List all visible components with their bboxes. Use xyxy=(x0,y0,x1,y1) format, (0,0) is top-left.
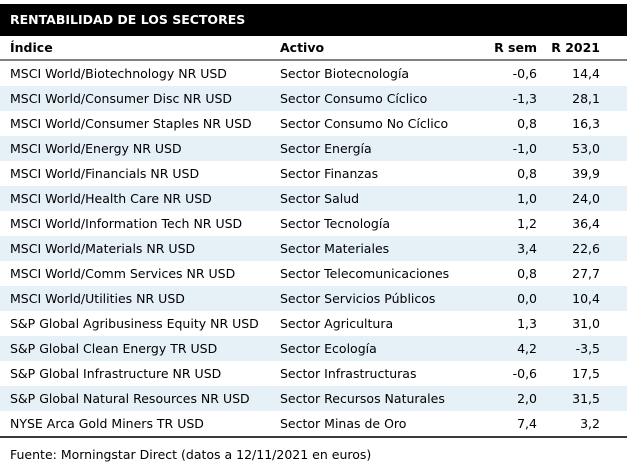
cell-indice: MSCI World/Consumer Staples NR USD xyxy=(10,116,252,131)
cell-r-sem: 1,0 xyxy=(517,191,537,206)
sector-returns-table: RENTABILIDAD DE LOS SECTORES Índice Acti… xyxy=(0,4,627,476)
cell-r-2021: -3,5 xyxy=(575,341,600,356)
table-row: MSCI World/Consumer Disc NR USD Sector C… xyxy=(0,86,627,111)
cell-indice: MSCI World/Health Care NR USD xyxy=(10,191,212,206)
table-row: MSCI World/Energy NR USD Sector Energía … xyxy=(0,136,627,161)
table-row: MSCI World/Comm Services NR USD Sector T… xyxy=(0,261,627,286)
cell-r-2021: 31,0 xyxy=(572,316,600,331)
cell-r-sem: 0,8 xyxy=(517,166,537,181)
table-row: MSCI World/Information Tech NR USD Secto… xyxy=(0,211,627,236)
cell-r-2021: 22,6 xyxy=(572,241,600,256)
cell-indice: MSCI World/Utilities NR USD xyxy=(10,291,185,306)
cell-r-sem: -0,6 xyxy=(512,366,537,381)
page-title: RENTABILIDAD DE LOS SECTORES xyxy=(0,4,627,36)
table-row: MSCI World/Biotechnology NR USD Sector B… xyxy=(0,61,627,86)
table-body: MSCI World/Biotechnology NR USD Sector B… xyxy=(0,61,627,436)
cell-indice: MSCI World/Comm Services NR USD xyxy=(10,266,236,281)
footer-source: Fuente: Morningstar Direct (datos a 12/1… xyxy=(10,447,372,462)
cell-r-sem: 0,8 xyxy=(517,116,537,131)
cell-activo: Sector Salud xyxy=(280,191,360,206)
cell-activo: Sector Ecología xyxy=(280,341,377,356)
table-row: MSCI World/Utilities NR USD Sector Servi… xyxy=(0,286,627,311)
cell-indice: MSCI World/Information Tech NR USD xyxy=(10,216,243,231)
cell-r-2021: 31,5 xyxy=(572,391,600,406)
cell-indice: MSCI World/Financials NR USD xyxy=(10,166,200,181)
cell-activo: Sector Servicios Públicos xyxy=(280,291,436,306)
table-row: S&P Global Natural Resources NR USD Sect… xyxy=(0,386,627,411)
cell-r-2021: 39,9 xyxy=(572,166,600,181)
cell-indice: MSCI World/Biotechnology NR USD xyxy=(10,66,227,81)
cell-r-2021: 53,0 xyxy=(572,141,600,156)
column-header-activo: Activo xyxy=(280,40,325,55)
cell-r-sem: 2,0 xyxy=(517,391,537,406)
cell-activo: Sector Finanzas xyxy=(280,166,379,181)
cell-activo: Sector Agricultura xyxy=(280,316,394,331)
table-row: MSCI World/Health Care NR USD Sector Sal… xyxy=(0,186,627,211)
cell-activo: Sector Energía xyxy=(280,141,372,156)
cell-r-sem: -1,3 xyxy=(512,91,537,106)
table-bottom-rule xyxy=(0,436,627,438)
cell-indice: S&P Global Natural Resources NR USD xyxy=(10,391,250,406)
cell-r-2021: 27,7 xyxy=(572,266,600,281)
cell-r-sem: 7,4 xyxy=(517,416,537,431)
cell-indice: S&P Global Agribusiness Equity NR USD xyxy=(10,316,259,331)
table: Índice Activo R sem R 2021 MSCI World/Bi… xyxy=(0,36,627,438)
cell-activo: Sector Biotecnología xyxy=(280,66,410,81)
table-row: MSCI World/Consumer Staples NR USD Secto… xyxy=(0,111,627,136)
cell-activo: Sector Consumo Cíclico xyxy=(280,91,428,106)
cell-indice: MSCI World/Energy NR USD xyxy=(10,141,182,156)
cell-activo: Sector Telecomunicaciones xyxy=(280,266,450,281)
cell-activo: Sector Minas de Oro xyxy=(280,416,407,431)
table-row: S&P Global Clean Energy TR USD Sector Ec… xyxy=(0,336,627,361)
cell-r-2021: 14,4 xyxy=(572,66,600,81)
cell-r-sem: 0,0 xyxy=(517,291,537,306)
table-row: S&P Global Infrastructure NR USD Sector … xyxy=(0,361,627,386)
cell-r-sem: 1,2 xyxy=(517,216,537,231)
cell-activo: Sector Tecnología xyxy=(280,216,390,231)
table-row: MSCI World/Materials NR USD Sector Mater… xyxy=(0,236,627,261)
cell-r-sem: 3,4 xyxy=(517,241,537,256)
cell-r-2021: 17,5 xyxy=(572,366,600,381)
column-header-indice: Índice xyxy=(10,40,53,55)
cell-indice: S&P Global Clean Energy TR USD xyxy=(10,341,218,356)
cell-r-sem: 4,2 xyxy=(517,341,537,356)
table-row: NYSE Arca Gold Miners TR USD Sector Mina… xyxy=(0,411,627,436)
table-header-row: Índice Activo R sem R 2021 xyxy=(0,36,627,61)
cell-r-2021: 24,0 xyxy=(572,191,600,206)
column-header-r-2021: R 2021 xyxy=(551,40,600,55)
cell-r-2021: 10,4 xyxy=(572,291,600,306)
cell-r-2021: 16,3 xyxy=(572,116,600,131)
cell-activo: Sector Infrastructuras xyxy=(280,366,417,381)
cell-indice: S&P Global Infrastructure NR USD xyxy=(10,366,222,381)
cell-r-2021: 28,1 xyxy=(572,91,600,106)
table-row: S&P Global Agribusiness Equity NR USD Se… xyxy=(0,311,627,336)
cell-activo: Sector Materiales xyxy=(280,241,390,256)
cell-indice: MSCI World/Materials NR USD xyxy=(10,241,196,256)
cell-activo: Sector Consumo No Cíclico xyxy=(280,116,449,131)
cell-indice: MSCI World/Consumer Disc NR USD xyxy=(10,91,233,106)
cell-r-sem: 1,3 xyxy=(517,316,537,331)
cell-r-2021: 36,4 xyxy=(572,216,600,231)
cell-r-sem: -0,6 xyxy=(512,66,537,81)
table-row: MSCI World/Financials NR USD Sector Fina… xyxy=(0,161,627,186)
cell-r-2021: 3,2 xyxy=(580,416,600,431)
cell-activo: Sector Recursos Naturales xyxy=(280,391,445,406)
column-header-r-sem: R sem xyxy=(494,40,537,55)
cell-indice: NYSE Arca Gold Miners TR USD xyxy=(10,416,204,431)
cell-r-sem: 0,8 xyxy=(517,266,537,281)
cell-r-sem: -1,0 xyxy=(512,141,537,156)
